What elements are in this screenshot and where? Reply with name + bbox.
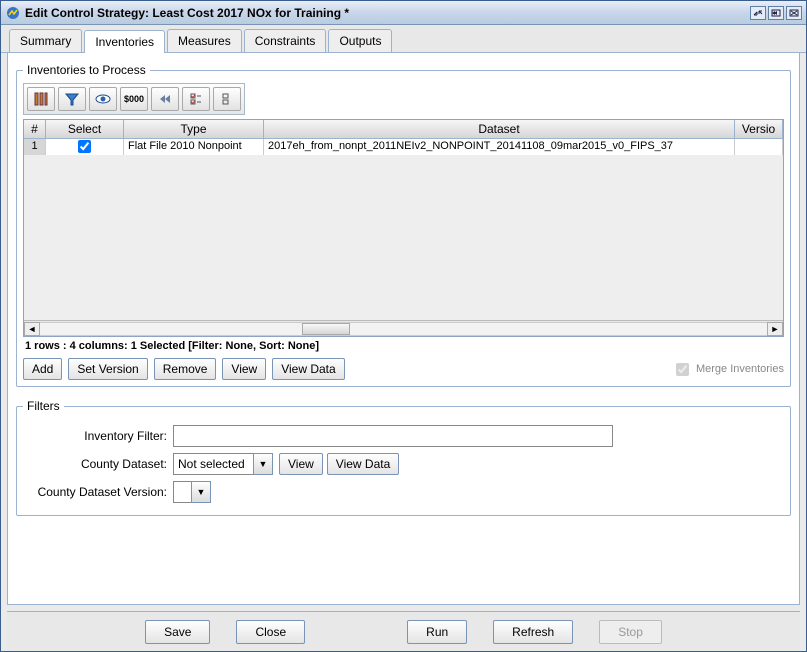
window-frame: Edit Control Strategy: Least Cost 2017 N… (0, 0, 807, 652)
merge-checkbox-input (676, 363, 689, 376)
inventories-table: # Select Type Dataset Versio 1 Flat File… (23, 119, 784, 337)
county-version-label: County Dataset Version: (23, 485, 173, 499)
cell-type: Flat File 2010 Nonpoint (124, 139, 264, 155)
minimize-button[interactable] (750, 6, 766, 20)
window-title: Edit Control Strategy: Least Cost 2017 N… (25, 6, 750, 20)
inventory-filter-input[interactable] (173, 425, 613, 447)
chevron-down-icon[interactable]: ▼ (253, 453, 273, 475)
view-button[interactable]: View (222, 358, 266, 380)
table-status: 1 rows : 4 columns: 1 Selected [Filter: … (23, 337, 784, 358)
tab-constraints[interactable]: Constraints (244, 29, 327, 52)
eye-icon[interactable] (89, 87, 117, 111)
merge-label: Merge Inventories (696, 363, 784, 375)
app-icon (5, 5, 21, 21)
filter-icon[interactable] (58, 87, 86, 111)
columns-icon[interactable] (27, 87, 55, 111)
tab-outputs[interactable]: Outputs (328, 29, 392, 52)
tab-inventories[interactable]: Inventories (84, 30, 165, 53)
bottom-button-bar: Save Close Run Refresh Stop (7, 611, 800, 651)
stop-button: Stop (599, 620, 662, 644)
filters-legend: Filters (23, 399, 64, 413)
col-type[interactable]: Type (124, 120, 264, 139)
close-button-main[interactable]: Close (236, 620, 305, 644)
scroll-track[interactable] (40, 322, 767, 336)
row-select-checkbox[interactable] (78, 140, 91, 153)
save-button[interactable]: Save (145, 620, 210, 644)
add-button[interactable]: Add (23, 358, 62, 380)
cell-select[interactable] (46, 139, 124, 155)
scroll-left-icon[interactable]: ◄ (24, 322, 40, 336)
set-version-button[interactable]: Set Version (68, 358, 147, 380)
scroll-thumb[interactable] (302, 323, 350, 335)
county-view-data-button[interactable]: View Data (327, 453, 399, 475)
tab-bar: Summary Inventories Measures Constraints… (1, 25, 806, 53)
table-header: # Select Type Dataset Versio (24, 120, 783, 139)
table-row[interactable]: 1 Flat File 2010 Nonpoint 2017eh_from_no… (24, 139, 783, 155)
col-select[interactable]: Select (46, 120, 124, 139)
cell-dataset: 2017eh_from_nonpt_2011NEIv2_NONPOINT_201… (264, 139, 735, 155)
refresh-button[interactable]: Refresh (493, 620, 573, 644)
titlebar: Edit Control Strategy: Least Cost 2017 N… (1, 1, 806, 25)
col-dataset[interactable]: Dataset (264, 120, 735, 139)
view-data-button[interactable]: View Data (272, 358, 344, 380)
maximize-button[interactable] (768, 6, 784, 20)
tab-pane-inventories: Inventories to Process $000 (7, 53, 800, 605)
merge-inventories-checkbox: Merge Inventories (672, 360, 784, 379)
remove-button[interactable]: Remove (154, 358, 217, 380)
scroll-right-icon[interactable]: ► (767, 322, 783, 336)
table-toolbar: $000 (23, 83, 245, 115)
inventories-legend: Inventories to Process (23, 63, 150, 77)
inventory-buttons: Add Set Version Remove View View Data Me… (23, 358, 784, 380)
inventories-group: Inventories to Process $000 (16, 63, 791, 387)
county-dataset-value: Not selected (173, 453, 253, 475)
county-dataset-combo[interactable]: Not selected ▼ (173, 453, 273, 475)
deselect-icon[interactable] (213, 87, 241, 111)
close-button[interactable] (786, 6, 802, 20)
cell-version (735, 139, 783, 155)
inventory-filter-label: Inventory Filter: (23, 429, 173, 443)
run-button[interactable]: Run (407, 620, 467, 644)
tab-measures[interactable]: Measures (167, 29, 242, 52)
rewind-icon[interactable] (151, 87, 179, 111)
cell-rownum: 1 (24, 139, 46, 155)
county-view-button[interactable]: View (279, 453, 323, 475)
table-hscrollbar[interactable]: ◄ ► (24, 320, 783, 336)
col-version[interactable]: Versio (735, 120, 783, 139)
col-rownum[interactable]: # (24, 120, 46, 139)
county-dataset-label: County Dataset: (23, 457, 173, 471)
cost-icon[interactable]: $000 (120, 87, 148, 111)
checklist-icon[interactable] (182, 87, 210, 111)
county-version-value (173, 481, 191, 503)
filters-group: Filters Inventory Filter: County Dataset… (16, 399, 791, 516)
tab-summary[interactable]: Summary (9, 29, 82, 52)
table-body: 1 Flat File 2010 Nonpoint 2017eh_from_no… (24, 139, 783, 320)
chevron-down-icon[interactable]: ▼ (191, 481, 211, 503)
county-version-combo[interactable]: ▼ (173, 481, 211, 503)
